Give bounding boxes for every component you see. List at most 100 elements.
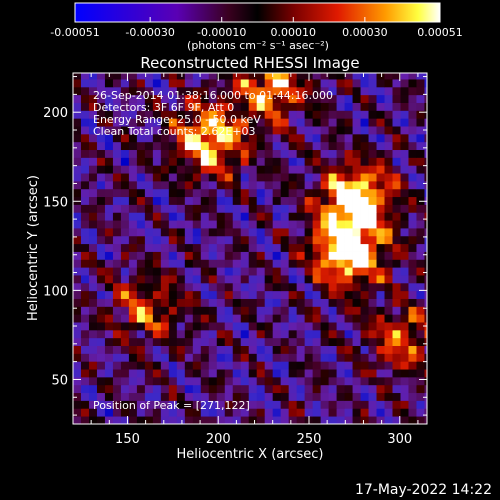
heatmap-cell <box>368 408 377 417</box>
heatmap-cell <box>352 408 361 417</box>
heatmap-cell <box>256 290 266 299</box>
heatmap-cell <box>328 173 337 182</box>
heatmap-cell <box>73 73 82 80</box>
heatmap-cell <box>224 322 234 331</box>
heatmap-cell <box>216 392 226 401</box>
heatmap-cell <box>328 73 337 80</box>
heatmap-cell <box>296 220 306 229</box>
heatmap-cell <box>264 118 274 127</box>
heatmap-cell <box>104 384 114 394</box>
heatmap-cell <box>312 275 322 284</box>
heatmap-cell <box>248 384 258 394</box>
heatmap-cell <box>176 408 186 417</box>
heatmap-cell <box>392 322 401 331</box>
heatmap-cell <box>312 329 322 339</box>
heatmap-cell <box>216 118 226 127</box>
heatmap-cell <box>400 149 409 158</box>
heatmap-cell <box>168 282 178 292</box>
heatmap-cell <box>176 314 186 323</box>
heatmap-cell <box>360 298 369 307</box>
heatmap-cell <box>200 306 210 315</box>
heatmap-cell <box>136 345 146 354</box>
heatmap-cell <box>104 251 114 260</box>
heatmap-cell <box>296 290 306 299</box>
heatmap-cell <box>88 345 98 354</box>
heatmap-cell <box>96 157 106 166</box>
heatmap-cell <box>416 416 425 424</box>
heatmap-cell <box>176 353 186 362</box>
heatmap-cell <box>224 361 234 370</box>
heatmap-cell <box>168 267 178 276</box>
heatmap-cell <box>392 141 401 151</box>
heatmap-cell <box>272 353 282 362</box>
heatmap-cell <box>120 173 130 182</box>
heatmap-cell <box>336 133 345 143</box>
heatmap-cell <box>368 384 377 394</box>
heatmap-cell <box>368 329 377 339</box>
heatmap-cell <box>376 102 385 111</box>
heatmap-cell <box>376 408 385 417</box>
heatmap-cell <box>400 228 409 237</box>
heatmap-cell <box>208 306 218 315</box>
heatmap-cell <box>96 275 106 284</box>
heatmap-cell <box>400 243 409 252</box>
heatmap-cell <box>352 376 361 386</box>
heatmap-cell <box>336 298 345 307</box>
heatmap-cell <box>392 290 401 299</box>
heatmap-cell <box>104 353 114 362</box>
heatmap-cell <box>296 180 306 190</box>
heatmap-cell <box>120 322 130 331</box>
heatmap-cell <box>88 180 98 190</box>
heatmap-cell <box>192 228 202 237</box>
heatmap-cell <box>208 322 218 331</box>
heatmap-cell <box>352 369 361 378</box>
heatmap-cell <box>136 322 146 331</box>
heatmap-cell <box>368 149 377 158</box>
heatmap-cell <box>288 251 298 260</box>
heatmap-cell <box>296 243 306 252</box>
heatmap-cell <box>224 180 234 190</box>
heatmap-cell <box>312 165 322 174</box>
heatmap-cell <box>384 86 393 96</box>
heatmap-cell <box>352 141 361 151</box>
heatmap-cell <box>384 392 393 401</box>
heatmap-cell <box>128 384 138 394</box>
heatmap-cell <box>416 353 425 362</box>
heatmap-cell <box>240 322 250 331</box>
heatmap-cell <box>384 235 393 245</box>
heatmap-cell <box>120 212 130 221</box>
heatmap-cell <box>232 251 242 260</box>
heatmap-cell <box>376 204 385 213</box>
heatmap-cell <box>128 118 138 127</box>
heatmap-cell <box>368 133 377 143</box>
heatmap-cell <box>296 173 306 182</box>
heatmap-cell <box>288 392 298 401</box>
heatmap-cell <box>232 353 242 362</box>
heatmap-cell <box>168 361 178 370</box>
heatmap-cell <box>280 408 290 417</box>
heatmap-cell <box>264 376 274 386</box>
heatmap-cell <box>136 314 146 323</box>
heatmap-cell <box>80 408 90 417</box>
heatmap-cell <box>224 243 234 252</box>
heatmap-cell <box>368 79 377 88</box>
heatmap-cell <box>288 94 298 103</box>
heatmap-cell <box>424 243 427 252</box>
heatmap-cell <box>312 188 322 198</box>
heatmap-cell <box>392 165 401 174</box>
heatmap-cell <box>328 384 337 394</box>
heatmap-cell <box>200 110 210 119</box>
heatmap-cell <box>288 157 298 166</box>
heatmap-cell <box>400 361 409 370</box>
heatmap-cell <box>352 220 361 229</box>
heatmap-cell <box>272 306 282 315</box>
heatmap-cell <box>152 212 162 221</box>
heatmap-cell <box>168 149 178 158</box>
heatmap-cell <box>128 298 138 307</box>
heatmap-cell <box>152 79 162 88</box>
heatmap-cell <box>120 314 130 323</box>
heatmap-cell <box>416 196 425 205</box>
heatmap-cell <box>240 133 250 143</box>
heatmap-cell <box>352 251 361 260</box>
heatmap-cell <box>320 73 330 80</box>
